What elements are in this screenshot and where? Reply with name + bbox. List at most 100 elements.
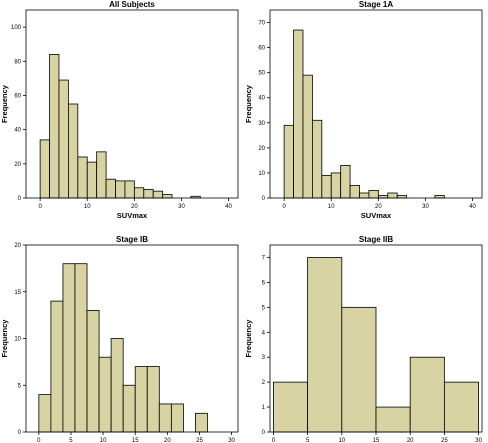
histogram-bar [158,403,172,433]
histogram-bar [273,381,309,433]
x-tick-label: 10 [328,204,335,210]
y-tick-label: 40 [14,128,21,134]
y-tick-label: 0 [18,196,22,202]
y-tick-label: 0 [18,430,22,436]
histogram-bar [162,194,173,199]
x-tick-label: 15 [132,438,139,443]
y-tick-label: 50 [258,71,265,77]
y-tick-label: 10 [14,337,21,343]
chart-title: All Subjects [109,0,155,9]
histogram-bar [143,189,154,199]
histogram-bar [122,384,136,433]
x-tick-label: 15 [373,438,380,443]
y-tick-label: 4 [262,330,266,336]
histogram-bar [368,190,379,199]
x-tick-label: 20 [407,438,414,443]
x-tick-label: 0 [37,438,41,443]
histogram-bar [443,381,479,433]
histogram-bar [38,394,52,433]
y-tick-label: 6 [262,280,266,286]
y-tick-label: 20 [14,162,21,168]
x-tick-label: 20 [375,204,382,210]
y-tick-label: 30 [258,121,265,127]
histogram-bar [68,103,79,199]
histogram-bar [195,412,208,433]
y-tick-label: 70 [258,21,265,27]
x-tick-label: 40 [225,204,232,210]
y-tick-label: 1 [262,405,266,411]
y-tick-label: 2 [262,380,266,386]
plot-frame [25,9,239,199]
histogram-bar [58,79,69,199]
y-axis-label: Frequency [0,84,9,123]
histogram-bar [49,54,60,199]
y-tick-label: 60 [14,93,21,99]
x-tick-label: 0 [282,204,286,210]
y-tick-label: 10 [258,171,265,177]
histogram-bar [293,29,304,199]
y-tick-label: 5 [18,383,22,389]
histogram-bar [341,306,377,433]
y-tick-label: 100 [11,25,22,31]
y-tick-label: 80 [14,59,21,65]
histogram-bar [409,356,445,433]
x-tick-label: 10 [100,438,107,443]
histogram-bar [86,161,98,199]
chart-title: Stage IIB [359,235,393,244]
histogram-bar [375,406,411,433]
y-tick-label: 3 [262,355,266,361]
histogram-bar [133,187,145,199]
x-tick-label: 5 [306,438,310,443]
histogram-bar [110,338,124,433]
y-tick-label: 0 [262,430,266,436]
histogram-bar [311,119,323,199]
x-tick-label: 0 [272,438,276,443]
histogram-bar [86,310,100,433]
chart-panel-all-subjects: 0 10 20 30 40 0 20 40 60 80 100 All Subjects SUVmax F… [0,0,239,220]
histogram-bar [340,165,351,199]
x-tick-label: 30 [422,204,429,210]
histogram-bar [105,178,116,199]
x-tick-label: 20 [164,438,171,443]
y-tick-label: 40 [258,96,265,102]
x-tick-label: 0 [38,204,42,210]
histogram-bar [115,180,126,199]
histogram-bar [302,74,313,199]
histogram-bar [321,175,332,199]
x-tick-label: 10 [338,438,345,443]
y-axis-label: Frequency [244,84,253,123]
y-tick-label: 5 [262,305,266,311]
histogram-bar [359,192,370,199]
y-tick-label: 60 [258,46,265,52]
y-axis-label: Frequency [0,319,9,358]
histogram-bar [152,190,164,199]
histogram-bar [74,263,88,433]
y-tick-label: 0 [262,196,266,202]
histogram-bar [96,151,107,199]
histogram-bar [39,139,50,199]
x-tick-label: 20 [131,204,138,210]
x-axis-label: SUVmax [117,211,148,220]
histogram-bar [124,180,135,199]
histogram-bar [77,156,88,199]
x-tick-label: 25 [441,438,448,443]
histogram-bar [50,300,64,433]
x-tick-label: 30 [228,438,235,443]
x-tick-label: 25 [196,438,203,443]
histogram-bar [62,263,76,433]
histogram-bar [146,366,160,433]
histogram-bar [283,124,294,199]
histogram-bar [330,172,342,199]
y-tick-label: 7 [262,255,266,261]
y-axis-label: Frequency [244,319,253,358]
x-tick-label: 30 [178,204,185,210]
x-axis-label: SUVmax [361,211,392,220]
histogram-bar [134,366,148,433]
chart-panel-stage-1a: 0 10 20 30 40 0 10 20 30 40 50 60 70 Stage 1A SUVmax Fr… [244,0,483,220]
x-tick-label: 40 [469,204,476,210]
histogram-bar [307,257,343,433]
x-tick-label: 5 [69,438,73,443]
y-tick-label: 20 [258,146,265,152]
